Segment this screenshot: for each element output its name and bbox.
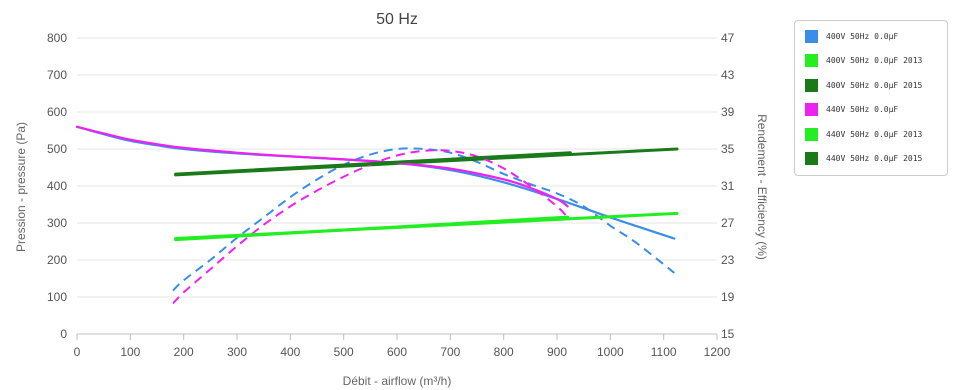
y-left-tick-label: 300	[47, 216, 67, 230]
legend-label: 440V 50Hz 0.0µF 2013	[826, 129, 923, 139]
legend-label: 400V 50Hz 0.0µF 2013	[826, 56, 923, 65]
x-tick-label: 1000	[597, 345, 624, 359]
y-left-tick-label: 600	[47, 105, 67, 119]
legend-item[interactable]: 400V 50Hz 0.0µF 2013	[805, 53, 922, 69]
y-right-tick-label: 27	[721, 216, 735, 230]
legend-swatch	[805, 127, 818, 141]
series-line-pressure-4	[174, 211, 679, 241]
legend-item[interactable]: 440V 50Hz 0.0µF 2013	[805, 126, 922, 142]
legend-item[interactable]: 400V 50Hz 0.0µF 2015	[805, 77, 922, 93]
y-right-tick-label: 39	[721, 105, 735, 119]
y-left-tick-label: 100	[47, 290, 67, 304]
x-tick-label: 700	[440, 345, 460, 359]
y-left-tick-label: 400	[47, 179, 67, 193]
y-right-tick-label: 31	[721, 179, 735, 193]
x-tick-label: 400	[280, 345, 300, 359]
y-left-tick-label: 800	[47, 31, 67, 45]
x-tick-label: 300	[227, 345, 247, 359]
y-left-tick-label: 500	[47, 142, 67, 156]
y-left-tick-label: 0	[60, 327, 67, 341]
x-tick-label: 500	[334, 345, 354, 359]
legend-swatch	[805, 103, 818, 116]
legend-label: 400V 50Hz 0.0µF 2015	[826, 80, 923, 90]
y-left-tick-label: 700	[47, 68, 67, 82]
legend-swatch	[805, 78, 818, 92]
x-tick-label: 600	[387, 345, 407, 359]
series-line-pressure-0	[75, 125, 676, 240]
grid-lines	[77, 37, 717, 298]
y-right-tick-label: 23	[721, 253, 735, 267]
legend-item[interactable]: 400V 50Hz 0.0µF	[805, 28, 898, 44]
series-line-pressure-3	[75, 125, 569, 208]
y-right-tick-label: 47	[721, 31, 735, 45]
series-line-pressure-5	[174, 151, 572, 176]
plot-area	[75, 125, 679, 305]
y-right-tick-label: 19	[721, 290, 735, 304]
y-axis-right: 15 19 23 27 31 35 39 43 47	[721, 31, 735, 341]
legend-item[interactable]: 440V 50Hz 0.0µF 2015	[805, 151, 922, 167]
y-right-tick-label: 43	[721, 68, 735, 82]
legend-label: 440V 50Hz 0.0µF 2015	[826, 154, 923, 163]
legend-label: 400V 50Hz 0.0µF	[826, 31, 899, 41]
x-tick-label: 1100	[651, 345, 677, 359]
legend-swatch	[805, 152, 818, 165]
legend: 400V 50Hz 0.0µF 400V 50Hz 0.0µF 2013 400V …	[794, 20, 948, 176]
y-right-tick-label: 15	[721, 327, 735, 341]
x-tick-label: 1200	[704, 345, 731, 359]
x-tick-label: 200	[174, 345, 194, 359]
legend-swatch	[805, 29, 818, 43]
x-tick-label: 100	[120, 345, 140, 359]
x-tick-label: 800	[494, 345, 514, 359]
x-axis: 0 100 200 300 400 500 600 700 800 900 1000 1100 1200	[74, 333, 731, 359]
x-axis-label: Débit - airflow (m³/h)	[343, 374, 452, 388]
y-axis-left: 0 100 200 300 400 500 600 700 800	[47, 31, 67, 341]
x-tick-label: 900	[547, 345, 567, 359]
legend-label: 440V 50Hz 0.0µF	[826, 105, 899, 114]
y-right-tick-label: 35	[721, 142, 735, 156]
y-axis-right-label: Rendement - Efficiency (%)	[755, 114, 769, 260]
y-axis-left-label: Pression - pressure (Pa)	[14, 122, 28, 252]
legend-item[interactable]: 440V 50Hz 0.0µF	[805, 102, 898, 118]
x-tick-label: 0	[74, 345, 81, 359]
legend-swatch	[805, 54, 818, 67]
chart-title: 50 Hz	[376, 11, 418, 28]
y-left-tick-label: 200	[47, 253, 67, 267]
